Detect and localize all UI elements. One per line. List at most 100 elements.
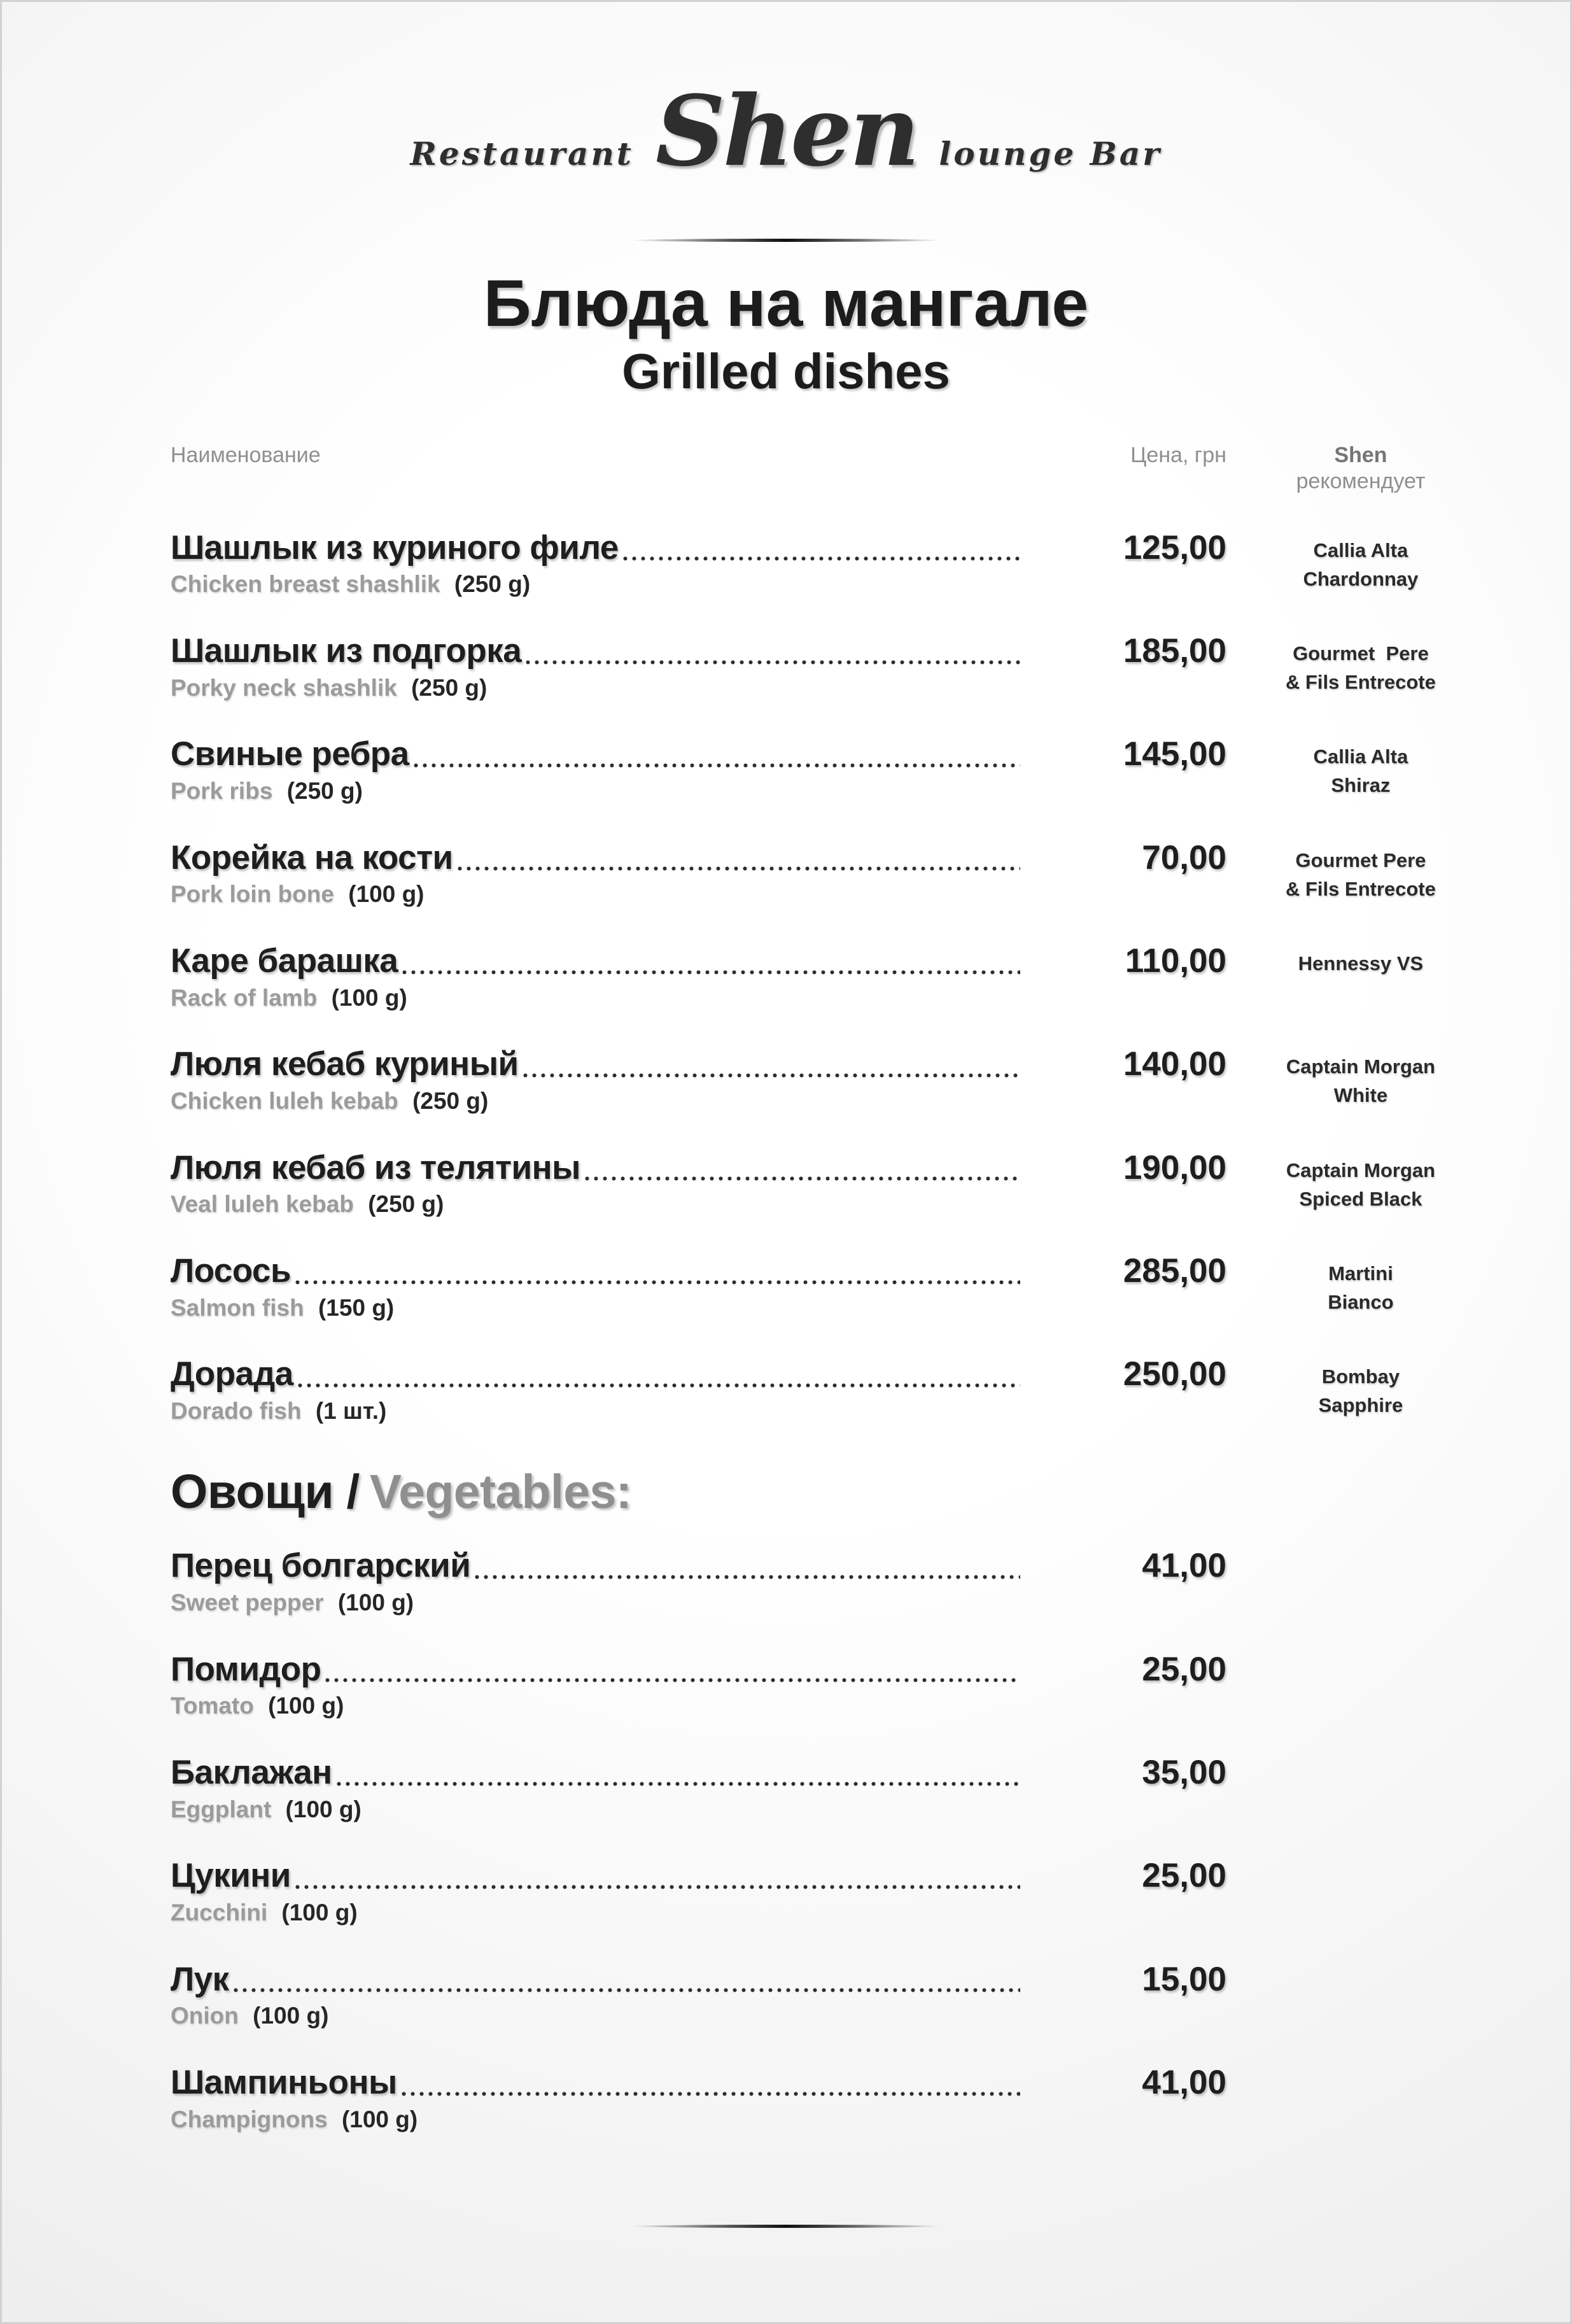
dish-portion: (250 g) [454, 571, 531, 598]
dish-portion: (250 g) [368, 1191, 444, 1218]
dish-price: 35,00 [1142, 1754, 1226, 1792]
dish-name-ru: Свиные ребра [171, 735, 409, 773]
dish-name-en: Champignons [171, 2106, 328, 2132]
dish-price: 25,00 [1142, 1650, 1226, 1688]
dish-name-ru: Лук [171, 1960, 229, 1998]
dish-portion: (100 g) [253, 2003, 329, 2029]
dish-name-en: Dorado fish [171, 1397, 302, 1424]
dot-leader [525, 659, 1020, 665]
recommendation-spacer [1226, 1858, 1495, 1926]
dish-price: 70,00 [1142, 838, 1226, 877]
drink-recommendation: Hennessy VS [1298, 952, 1424, 975]
menu-item-row: Лосось 285,00 Salmon fish (150 g) Martin… [171, 1253, 1495, 1321]
dish-name-en: Rack of lamb [171, 984, 318, 1011]
menu-content: Наименование Цена, грн Shen рекомендует Ш… [2, 442, 1570, 2132]
dish-name-en: Salmon fish [171, 1294, 304, 1321]
dish-name-en: Veal luleh kebab [171, 1191, 354, 1218]
vegetables-title-en: Vegetables: [369, 1464, 632, 1518]
dish-name-en: Sweet pepper [171, 1589, 324, 1616]
dot-leader [456, 866, 1020, 872]
dish-name-ru: Шампиньоны [171, 2064, 397, 2102]
dish-portion: (100 g) [331, 984, 407, 1011]
dot-leader [400, 2090, 1020, 2097]
dish-price: 145,00 [1123, 735, 1226, 773]
logo-lounge-bar-word: lounge Bar [939, 135, 1162, 173]
dish-price: 140,00 [1123, 1045, 1226, 1083]
dish-name-ru: Баклажан [171, 1754, 332, 1792]
drink-recommendation: Gourmet Pere & Fils Entrecote [1286, 642, 1436, 693]
dish-portion: (150 g) [318, 1294, 395, 1321]
dot-leader [232, 1987, 1020, 1994]
dish-portion: (250 g) [286, 777, 363, 804]
dish-name-en: Onion [171, 2003, 239, 2029]
dish-name-ru: Лосось [171, 1251, 291, 1290]
dish-name-en: Pork ribs [171, 777, 273, 804]
dish-name-ru: Каре барашка [171, 941, 398, 980]
vegetables-title-ru: Овощи / [171, 1464, 360, 1518]
menu-item-row: Свиные ребра 145,00 Pork ribs (250 g) Ca… [171, 736, 1495, 804]
recommendation-spacer [1226, 1548, 1495, 1616]
dish-portion: (100 g) [268, 1693, 344, 1719]
dot-leader [584, 1176, 1020, 1182]
drink-recommendation: Callia Alta Shiraz [1313, 745, 1408, 797]
dish-name-en: Zucchini [171, 1899, 268, 1926]
dish-portion: (100 g) [285, 1796, 361, 1822]
menu-item-row: Корейка на кости 70,00 Pork loin bone (1… [171, 840, 1495, 908]
dish-price: 41,00 [1142, 2064, 1226, 2102]
dot-leader [412, 762, 1020, 768]
menu-item-row: Перец болгарский 41,00 Sweet pepper (100… [171, 1548, 1495, 1616]
restaurant-logo: Restaurant Shen lounge Bar [2, 2, 1570, 188]
dish-name-ru: Помидор [171, 1650, 321, 1688]
page-title-ru: Блюда на мангале [483, 267, 1089, 341]
menu-item-row: Помидор 25,00 Tomato (100 g) [171, 1652, 1495, 1719]
dish-portion: (100 g) [281, 1899, 358, 1926]
drink-recommendation: Bombay Sapphire [1318, 1365, 1403, 1417]
drink-recommendation: Martini Bianco [1328, 1262, 1394, 1313]
bottom-divider [630, 2225, 942, 2228]
top-divider [630, 239, 942, 242]
recommendation-spacer [1226, 1652, 1495, 1719]
menu-item-row: Шашлык из подгорка 185,00 Porky neck sha… [171, 633, 1495, 701]
dish-name-en: Chicken luleh kebab [171, 1087, 398, 1114]
vegetables-section-title: Овощи / Vegetables: [171, 1464, 1495, 1518]
dish-name-ru: Шашлык из подгорка [171, 632, 522, 670]
dish-portion: (100 g) [337, 1589, 414, 1616]
dish-price: 285,00 [1123, 1251, 1226, 1290]
table-header-row: Наименование Цена, грн Shen рекомендует [171, 442, 1495, 495]
dish-price: 185,00 [1123, 632, 1226, 670]
drink-recommendation: Callia Alta Chardonnay [1303, 539, 1419, 590]
menu-item-row: Дорада 250,00 Dorado fish (1 шт.) Bombay… [171, 1356, 1495, 1424]
drink-recommendation: Captain Morgan Spiced Black [1286, 1158, 1436, 1210]
dot-leader [295, 1279, 1020, 1285]
dish-name-ru: Цукини [171, 1857, 291, 1895]
menu-item-row: Шампиньоны 41,00 Champignons (100 g) [171, 2065, 1495, 2132]
dish-name-ru: Люля кебаб из телятины [171, 1148, 580, 1187]
recommendation-spacer [1226, 1962, 1495, 2029]
menu-item-row: Люля кебаб куриный 140,00 Chicken luleh … [171, 1046, 1495, 1114]
menu-item-row: Баклажан 35,00 Eggplant (100 g) [171, 1755, 1495, 1822]
dish-price: 41,00 [1142, 1547, 1226, 1585]
dot-leader [474, 1574, 1020, 1581]
dot-leader [297, 1382, 1020, 1388]
header-price-column: Цена, грн [1130, 443, 1226, 468]
dish-price: 15,00 [1142, 1960, 1226, 1998]
logo-restaurant-word: Restaurant [410, 135, 634, 173]
menu-item-row: Шашлык из куриного филе 125,00 Chicken b… [171, 530, 1495, 598]
dish-portion: (250 g) [411, 674, 488, 701]
dish-name-en: Tomato [171, 1693, 254, 1719]
menu-item-row: Лук 15,00 Onion (100 g) [171, 1962, 1495, 2029]
dish-price: 190,00 [1123, 1148, 1226, 1187]
drink-recommendation: Gourmet Pere & Fils Entrecote [1286, 849, 1436, 900]
dish-price: 110,00 [1125, 941, 1226, 980]
header-rec-brand: Shen [1334, 443, 1387, 468]
dot-leader [325, 1677, 1020, 1684]
logo-shen-word: Shen [655, 74, 920, 188]
dish-price: 250,00 [1123, 1355, 1226, 1393]
dish-portion: (100 g) [348, 881, 425, 908]
dot-leader [622, 556, 1020, 562]
dish-price: 25,00 [1142, 1857, 1226, 1895]
dish-portion: (100 g) [341, 2106, 418, 2132]
dish-name-en: Eggplant [171, 1796, 272, 1822]
header-rec-word: рекомендует [1296, 468, 1426, 493]
